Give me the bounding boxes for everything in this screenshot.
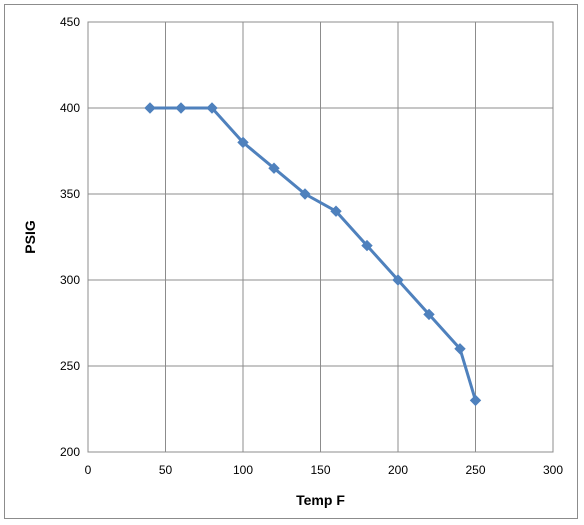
tick-labels: 200 250 300 350 400 450 0 50 100 150 200 250 300 — [60, 15, 563, 477]
x-tick-label: 50 — [159, 463, 173, 477]
x-tick-label: 300 — [543, 463, 563, 477]
data-point — [206, 102, 218, 114]
data-markers — [144, 102, 482, 407]
y-tick-label: 300 — [60, 273, 80, 287]
y-tick-label: 200 — [60, 445, 80, 459]
x-tick-label: 150 — [310, 463, 330, 477]
x-tick-label: 250 — [465, 463, 485, 477]
x-tick-label: 0 — [85, 463, 92, 477]
y-axis-title: PSIG — [22, 220, 38, 254]
data-point — [175, 102, 187, 114]
x-tick-label: 200 — [388, 463, 408, 477]
chart-frame — [4, 4, 578, 519]
data-point — [392, 274, 404, 286]
y-tick-label: 450 — [60, 15, 80, 29]
data-point — [469, 394, 482, 407]
data-point — [361, 239, 373, 252]
y-tick-label: 400 — [60, 101, 80, 115]
y-tick-label: 350 — [60, 187, 80, 201]
x-axis-title: Temp F — [296, 492, 345, 508]
data-point — [454, 343, 466, 355]
x-tick-label: 100 — [233, 463, 253, 477]
data-point — [268, 162, 280, 174]
data-point — [299, 188, 311, 200]
gridlines — [87, 21, 554, 453]
data-point — [144, 102, 156, 114]
data-point — [330, 205, 342, 217]
series-line — [150, 106, 477, 401]
data-point — [423, 308, 435, 321]
plot-area — [87, 21, 554, 453]
data-point — [237, 136, 249, 149]
y-tick-label: 250 — [60, 359, 80, 373]
